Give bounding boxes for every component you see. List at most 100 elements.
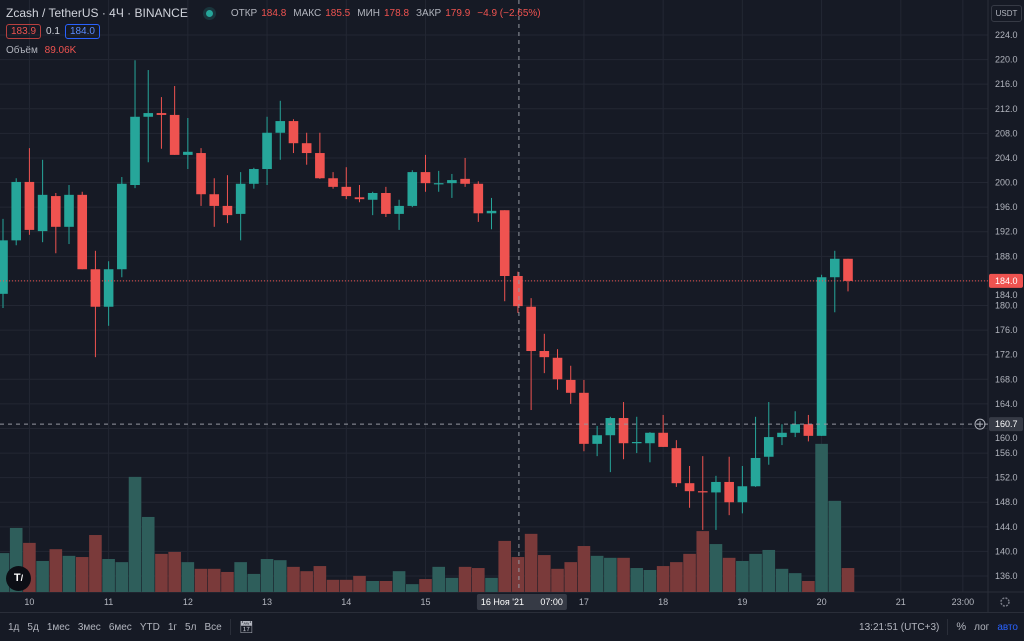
- candle-body[interactable]: [526, 306, 536, 352]
- candle-body[interactable]: [209, 194, 220, 206]
- bottom-toolbar: 1д 5д 1мес 3мес 6мес YTD 1г 5л Все 📅︎ 13:21:51 (…: [0, 612, 1024, 641]
- candle-body[interactable]: [777, 432, 787, 438]
- candle-body[interactable]: [24, 181, 35, 230]
- candle-body[interactable]: [235, 183, 246, 214]
- candle-body[interactable]: [196, 153, 206, 195]
- range-1[interactable]: 5д: [27, 621, 39, 633]
- candle-body[interactable]: [249, 169, 259, 184]
- candle-body[interactable]: [447, 180, 457, 184]
- candle-body[interactable]: [645, 432, 655, 444]
- candle-body[interactable]: [460, 178, 470, 184]
- candle-body[interactable]: [103, 269, 114, 307]
- candle-body[interactable]: [354, 197, 365, 200]
- currency-button[interactable]: USDT: [991, 5, 1022, 22]
- calendar-goto-icon[interactable]: 📅︎: [238, 620, 254, 634]
- candle-body[interactable]: [169, 114, 180, 155]
- candle-body[interactable]: [499, 210, 510, 277]
- candle-body[interactable]: [117, 183, 127, 270]
- percent-toggle[interactable]: %: [956, 621, 967, 633]
- candle-body[interactable]: [407, 172, 418, 206]
- candle-body[interactable]: [394, 205, 404, 214]
- range-7[interactable]: 5л: [185, 621, 197, 633]
- candle-body[interactable]: [486, 210, 497, 214]
- add-alert-plus-icon[interactable]: [974, 418, 986, 430]
- candle-body[interactable]: [724, 481, 734, 503]
- close-value: 179.9: [445, 7, 471, 19]
- market-status-icon[interactable]: [205, 9, 213, 17]
- range-8[interactable]: Все: [204, 621, 222, 633]
- candle-body[interactable]: [750, 457, 761, 487]
- candle-body[interactable]: [631, 441, 642, 444]
- candle-body[interactable]: [367, 193, 378, 200]
- candle-body[interactable]: [671, 448, 682, 484]
- range-0[interactable]: 1д: [8, 621, 20, 633]
- clock[interactable]: 13:21:51 (UTC+3): [859, 621, 940, 633]
- tradingview-logo[interactable]: T/: [6, 566, 31, 591]
- candle-body[interactable]: [433, 183, 444, 185]
- candle-body[interactable]: [288, 121, 299, 144]
- candle-body[interactable]: [763, 437, 774, 457]
- candle-body[interactable]: [618, 418, 629, 444]
- buy-button[interactable]: 184.0: [64, 24, 100, 39]
- candle-body[interactable]: [156, 113, 167, 115]
- symbol-name[interactable]: Zcash / TetherUS: [6, 6, 99, 20]
- candle-body[interactable]: [684, 483, 695, 492]
- candle-body[interactable]: [341, 186, 352, 197]
- volume-bar: [458, 566, 472, 592]
- candle-body[interactable]: [183, 151, 193, 155]
- price-tick-label: 192.0: [995, 227, 1018, 237]
- log-toggle[interactable]: лог: [974, 621, 990, 633]
- candle-body[interactable]: [552, 357, 563, 380]
- candle-body[interactable]: [513, 276, 523, 307]
- candle-body[interactable]: [829, 258, 840, 278]
- candle-body[interactable]: [565, 379, 576, 393]
- candle-body[interactable]: [315, 153, 325, 179]
- candle-body[interactable]: [275, 121, 286, 133]
- candle-body[interactable]: [658, 432, 668, 447]
- candle-body[interactable]: [328, 178, 338, 187]
- candle-body[interactable]: [843, 258, 853, 281]
- volume-bar: [577, 546, 591, 592]
- candle-body[interactable]: [11, 181, 22, 241]
- range-4[interactable]: 6мес: [108, 621, 132, 633]
- candle-body[interactable]: [539, 351, 550, 358]
- candle-body[interactable]: [381, 193, 391, 214]
- candle-body[interactable]: [64, 194, 74, 227]
- volume-bar: [788, 573, 802, 592]
- candle-body[interactable]: [592, 435, 602, 444]
- candle-body[interactable]: [222, 205, 233, 216]
- auto-toggle[interactable]: авто: [997, 621, 1018, 633]
- candle-body[interactable]: [51, 196, 61, 227]
- candle-body[interactable]: [262, 132, 272, 170]
- candle-body[interactable]: [143, 113, 154, 117]
- range-3[interactable]: 3мес: [77, 621, 101, 633]
- candle-body[interactable]: [816, 277, 827, 436]
- price-tick-label: 164.0: [995, 399, 1018, 409]
- candle-body[interactable]: [803, 424, 814, 436]
- volume-bar: [604, 557, 617, 592]
- candle-body[interactable]: [90, 269, 101, 307]
- range-6[interactable]: 1г: [167, 621, 178, 633]
- candle-body[interactable]: [605, 418, 616, 436]
- volume-bar: [287, 566, 300, 592]
- candle-body[interactable]: [790, 424, 800, 433]
- volume-bar: [366, 580, 379, 592]
- candle-body[interactable]: [130, 116, 140, 186]
- range-5[interactable]: YTD: [139, 621, 160, 633]
- price-chart[interactable]: 224.0 220.0 216.0 212.0 208.0 204.0 200.0 196.0…: [0, 0, 1024, 612]
- candle-body[interactable]: [711, 481, 721, 493]
- candle-body[interactable]: [0, 240, 8, 294]
- settings-gear-icon[interactable]: [1000, 597, 1010, 607]
- candle-body[interactable]: [737, 486, 748, 503]
- candle-body[interactable]: [37, 194, 48, 232]
- candle-body[interactable]: [697, 491, 708, 493]
- candle-body[interactable]: [579, 392, 589, 444]
- candle-body[interactable]: [77, 194, 88, 270]
- range-2[interactable]: 1мес: [46, 621, 70, 633]
- interval[interactable]: 4Ч: [109, 6, 124, 20]
- low-value: 178.8: [383, 7, 410, 19]
- sell-button[interactable]: 183.9: [6, 24, 42, 39]
- candle-body[interactable]: [473, 183, 484, 214]
- candle-body[interactable]: [301, 143, 312, 154]
- candle-body[interactable]: [420, 172, 431, 184]
